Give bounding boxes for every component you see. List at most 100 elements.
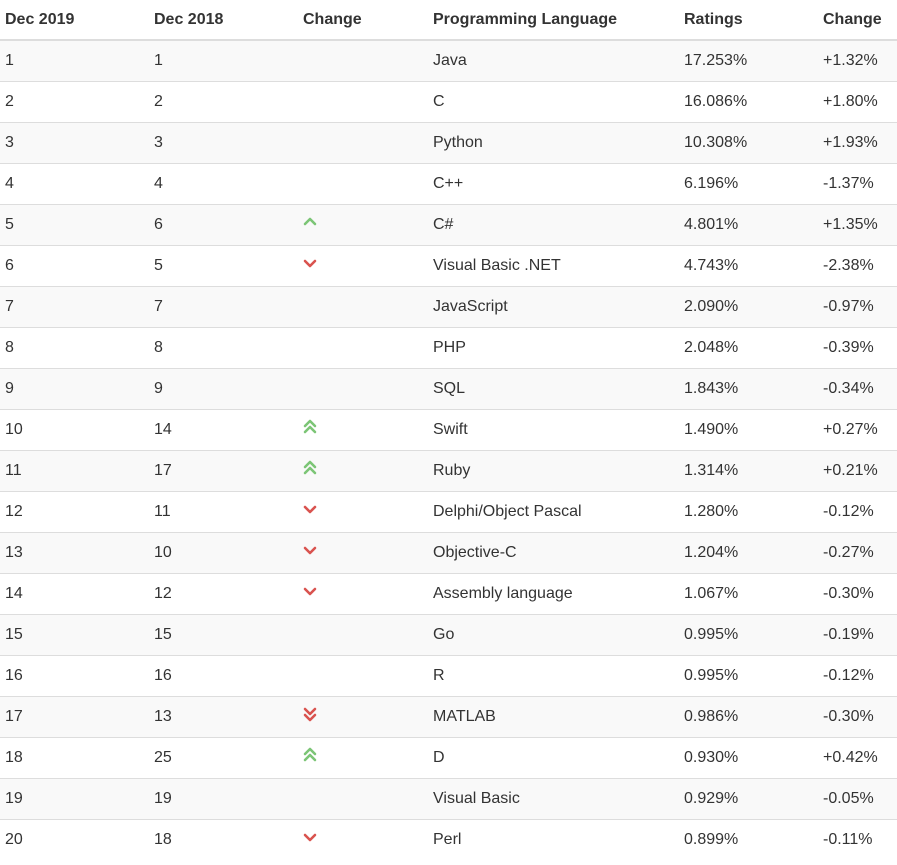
table-row: 17 13 MATLAB 0.986% -0.30% [0,695,897,737]
header-rank-change[interactable]: Change [298,0,428,41]
table-body: 1 1 Java 17.253% +1.32% 2 2 C 16.086% +1.80% 3 3 Pyt… [0,39,897,860]
rank-2019: 1 [0,39,149,81]
table-row: 3 3 Python 10.308% +1.93% [0,121,897,163]
rank-2019: 17 [0,695,149,737]
rank-change [298,285,428,327]
rank-2019: 12 [0,490,149,532]
rating-change: -0.39% [818,326,897,368]
rating-change: +1.32% [818,39,897,81]
language-name[interactable]: C# [428,203,679,245]
arrow-down-icon [302,583,318,604]
rank-2019: 19 [0,777,149,819]
rating-value: 1.280% [679,490,818,532]
language-name[interactable]: D [428,736,679,778]
rank-2019: 10 [0,408,149,450]
table-row: 20 18 Perl 0.899% -0.11% [0,818,897,860]
rating-change: -0.30% [818,695,897,737]
rating-change: -0.12% [818,490,897,532]
rank-2019: 6 [0,244,149,286]
rank-2019: 9 [0,367,149,409]
rank-2018: 18 [149,818,298,860]
rating-value: 0.995% [679,654,818,696]
language-name[interactable]: Python [428,121,679,163]
rank-2018: 17 [149,449,298,491]
rank-2018: 7 [149,285,298,327]
language-name[interactable]: R [428,654,679,696]
rank-2018: 14 [149,408,298,450]
rating-value: 6.196% [679,162,818,204]
rating-change: -0.34% [818,367,897,409]
rank-2018: 10 [149,531,298,573]
header-rating-change[interactable]: Change [818,0,897,41]
language-name[interactable]: Swift [428,408,679,450]
language-name[interactable]: Visual Basic .NET [428,244,679,286]
rating-change: +0.21% [818,449,897,491]
header-dec-2019[interactable]: Dec 2019 [0,0,149,41]
language-name[interactable]: SQL [428,367,679,409]
rating-value: 1.490% [679,408,818,450]
table-row: 15 15 Go 0.995% -0.19% [0,613,897,655]
rank-change [298,654,428,696]
rank-2019: 5 [0,203,149,245]
rank-2018: 19 [149,777,298,819]
rating-change: -1.37% [818,162,897,204]
language-name[interactable]: Go [428,613,679,655]
rank-2019: 2 [0,80,149,122]
rank-change [298,367,428,409]
rank-change [298,572,428,614]
rank-change [298,162,428,204]
language-name[interactable]: Perl [428,818,679,860]
language-name[interactable]: Ruby [428,449,679,491]
header-ratings[interactable]: Ratings [679,0,818,41]
rating-value: 2.090% [679,285,818,327]
header-row: Dec 2019 Dec 2018 Change Programming Lan… [0,0,897,41]
rank-2019: 3 [0,121,149,163]
header-dec-2018[interactable]: Dec 2018 [149,0,298,41]
rank-2019: 13 [0,531,149,573]
language-name[interactable]: Assembly language [428,572,679,614]
table-row: 4 4 C++ 6.196% -1.37% [0,162,897,204]
table-row: 9 9 SQL 1.843% -0.34% [0,367,897,409]
language-name[interactable]: Visual Basic [428,777,679,819]
language-name[interactable]: Java [428,39,679,81]
rating-change: -0.05% [818,777,897,819]
rating-value: 4.743% [679,244,818,286]
rank-change [298,531,428,573]
table-row: 13 10 Objective-C 1.204% -0.27% [0,531,897,573]
table-row: 11 17 Ruby 1.314% +0.21% [0,449,897,491]
arrow-down-icon [302,255,318,276]
arrow-down-icon [302,829,318,850]
rank-2018: 6 [149,203,298,245]
table-row: 8 8 PHP 2.048% -0.39% [0,326,897,368]
rank-change [298,80,428,122]
rating-change: -0.30% [818,572,897,614]
language-name[interactable]: Objective-C [428,531,679,573]
rank-2018: 5 [149,244,298,286]
rating-change: -0.19% [818,613,897,655]
arrow-down-icon [302,501,318,522]
rank-2019: 7 [0,285,149,327]
header-language[interactable]: Programming Language [428,0,679,41]
double-arrow-up-icon [302,419,318,440]
language-name[interactable]: Delphi/Object Pascal [428,490,679,532]
language-name[interactable]: C [428,80,679,122]
rank-2018: 12 [149,572,298,614]
rating-value: 0.930% [679,736,818,778]
rating-value: 17.253% [679,39,818,81]
rank-2018: 3 [149,121,298,163]
rating-change: +1.93% [818,121,897,163]
table-row: 14 12 Assembly language 1.067% -0.30% [0,572,897,614]
rank-2018: 11 [149,490,298,532]
table-row: 16 16 R 0.995% -0.12% [0,654,897,696]
language-name[interactable]: PHP [428,326,679,368]
language-name[interactable]: JavaScript [428,285,679,327]
rank-2018: 2 [149,80,298,122]
rating-value: 2.048% [679,326,818,368]
double-arrow-down-icon [302,706,318,727]
rating-change: +0.27% [818,408,897,450]
language-name[interactable]: MATLAB [428,695,679,737]
table-row: 19 19 Visual Basic 0.929% -0.05% [0,777,897,819]
rank-2018: 25 [149,736,298,778]
language-name[interactable]: C++ [428,162,679,204]
